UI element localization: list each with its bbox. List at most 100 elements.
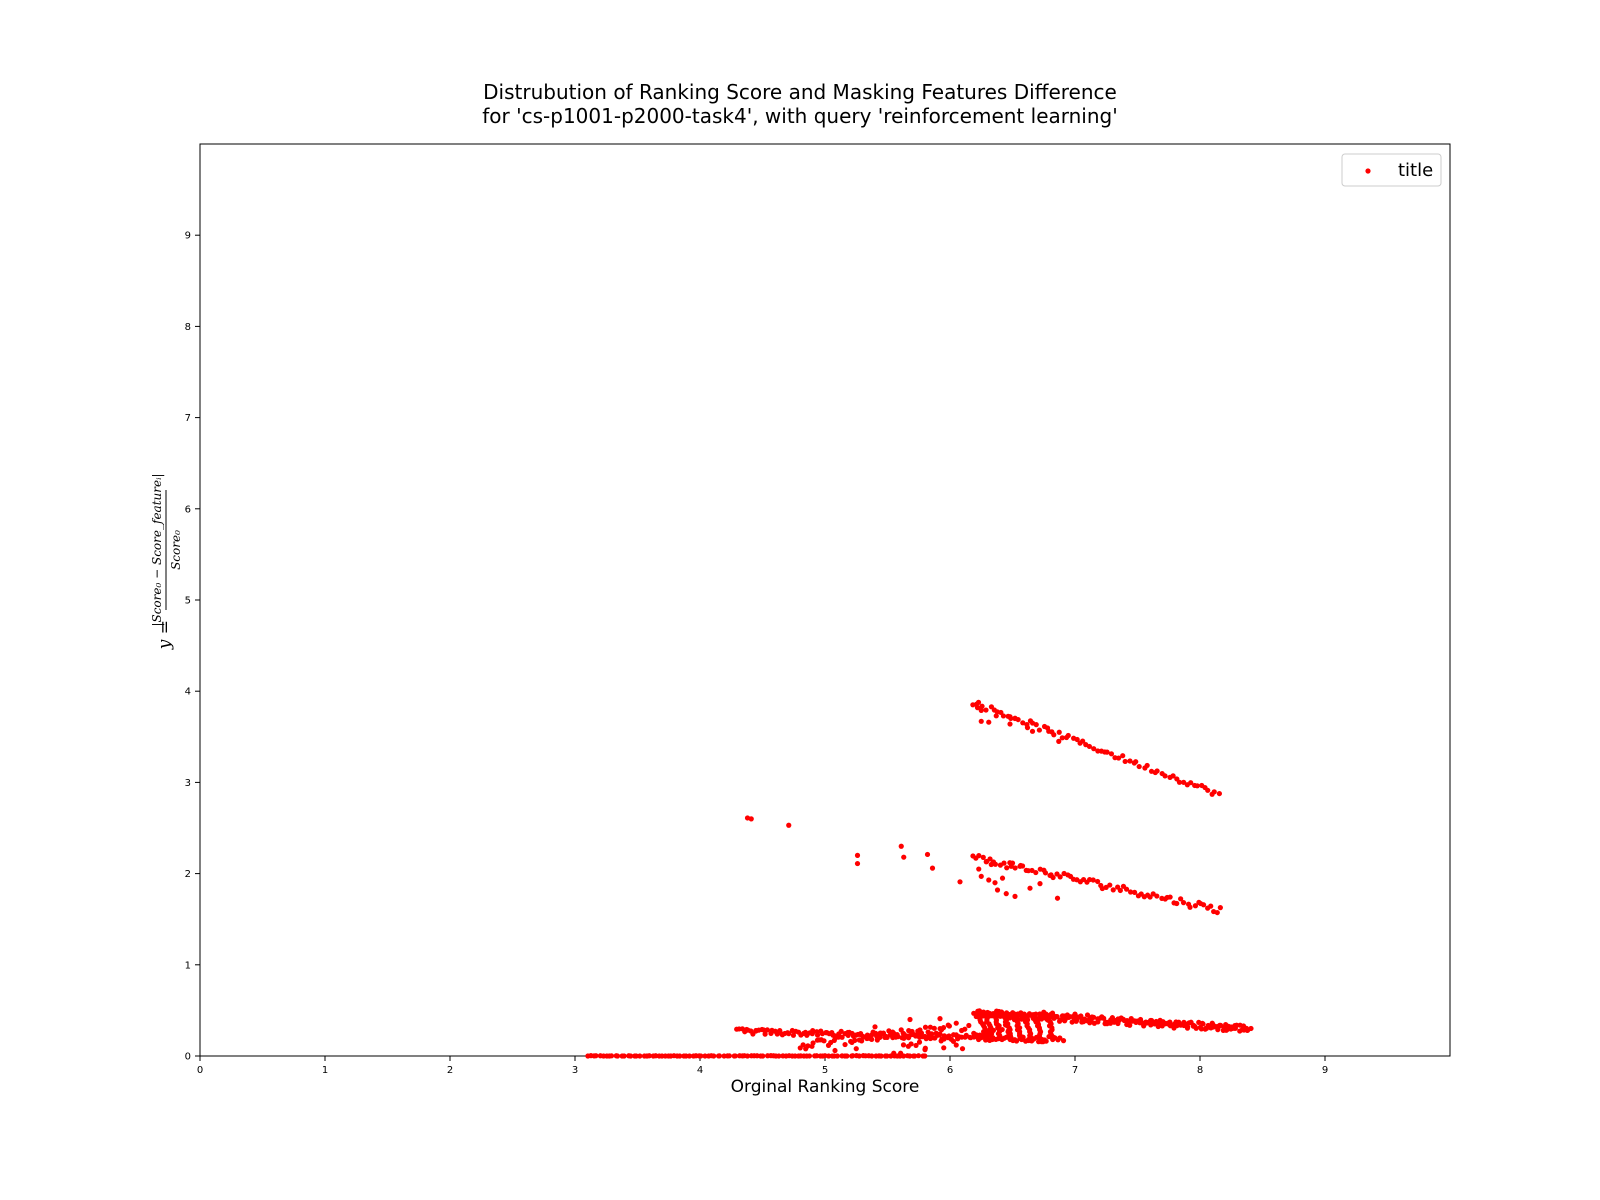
legend-marker xyxy=(1365,168,1371,174)
data-point xyxy=(1174,900,1180,907)
data-point xyxy=(1065,732,1071,739)
data-point xyxy=(726,1053,732,1059)
data-point xyxy=(760,1053,766,1059)
data-point xyxy=(1024,725,1031,731)
data-point xyxy=(878,1053,884,1059)
data-point xyxy=(1090,877,1096,883)
y-tick-label: 7 xyxy=(185,413,191,424)
y-tick-label: 0 xyxy=(185,1052,191,1063)
data-point xyxy=(978,707,984,713)
data-point xyxy=(1086,743,1093,750)
data-point xyxy=(1046,728,1052,734)
data-point xyxy=(844,1053,850,1059)
data-point xyxy=(1056,729,1062,735)
data-point xyxy=(922,1047,928,1053)
data-point xyxy=(853,1046,859,1052)
data-point xyxy=(859,1038,865,1044)
data-point xyxy=(800,1042,806,1048)
data-point xyxy=(1033,1011,1039,1017)
data-point xyxy=(884,1053,890,1059)
data-point xyxy=(1007,721,1013,727)
data-point xyxy=(1059,735,1065,741)
scatter-points xyxy=(585,699,1254,1059)
legend-box xyxy=(1341,153,1442,187)
data-point xyxy=(979,703,985,709)
data-point xyxy=(1057,1035,1063,1041)
data-point xyxy=(1136,763,1142,770)
data-point xyxy=(966,1022,972,1029)
data-point xyxy=(900,1042,907,1048)
data-point xyxy=(1091,1014,1097,1020)
data-point xyxy=(922,1024,929,1030)
data-point xyxy=(761,1027,767,1033)
data-point xyxy=(1194,783,1200,789)
data-point xyxy=(1211,789,1217,795)
data-point xyxy=(1008,863,1014,869)
data-point xyxy=(1054,895,1061,901)
data-point xyxy=(762,1031,768,1037)
data-point xyxy=(1154,893,1160,899)
data-point xyxy=(1170,773,1176,779)
data-point xyxy=(976,866,982,872)
data-point xyxy=(1033,869,1039,876)
data-point xyxy=(1043,1038,1049,1044)
data-point xyxy=(1060,1038,1067,1044)
data-point xyxy=(1200,902,1207,908)
data-point xyxy=(976,853,982,859)
data-point xyxy=(1004,865,1010,871)
data-point xyxy=(901,854,907,860)
data-point xyxy=(1041,1009,1047,1015)
data-point xyxy=(1054,1014,1060,1020)
data-point xyxy=(992,861,998,867)
data-point xyxy=(1154,768,1160,774)
y-axis-label-denominator: Score₀ xyxy=(169,530,183,570)
data-point xyxy=(1095,748,1101,754)
data-point xyxy=(786,822,792,828)
data-point xyxy=(928,1035,934,1041)
data-point xyxy=(1208,903,1214,909)
data-point xyxy=(1127,1022,1133,1028)
data-point xyxy=(976,1011,982,1017)
x-tick-label: 2 xyxy=(447,1065,453,1076)
data-point xyxy=(975,699,982,705)
data-point xyxy=(646,1053,652,1059)
y-axis-label-numerator: |Score₀ − Score_featureᵢ| xyxy=(150,473,164,626)
data-point xyxy=(1108,751,1115,757)
data-point xyxy=(931,1025,937,1031)
data-point xyxy=(1192,903,1199,909)
data-point xyxy=(633,1053,639,1059)
data-point xyxy=(1248,1025,1254,1032)
data-point xyxy=(1216,790,1222,797)
data-point xyxy=(874,1037,880,1043)
data-point xyxy=(810,1028,816,1034)
x-tick-label: 9 xyxy=(1322,1065,1328,1076)
data-point xyxy=(941,1036,947,1042)
data-point xyxy=(941,1045,947,1051)
data-point xyxy=(698,1053,704,1059)
data-point xyxy=(898,1050,904,1056)
y-tick-label: 1 xyxy=(185,960,191,971)
data-point xyxy=(974,705,981,711)
data-point xyxy=(702,1053,708,1059)
data-point xyxy=(1187,904,1193,910)
data-point xyxy=(937,1016,943,1022)
data-point xyxy=(1091,746,1097,752)
data-point xyxy=(955,1036,961,1042)
data-point xyxy=(711,1053,717,1059)
data-point xyxy=(1123,886,1130,892)
x-tick-label: 4 xyxy=(697,1065,703,1076)
data-point xyxy=(1122,758,1128,765)
data-point xyxy=(1095,1019,1101,1025)
x-tick-label: 5 xyxy=(822,1065,828,1076)
data-point xyxy=(999,875,1006,881)
data-point xyxy=(1184,1025,1191,1031)
data-point xyxy=(790,1032,797,1038)
data-point xyxy=(913,1042,919,1049)
data-point xyxy=(927,1024,933,1030)
data-point xyxy=(953,1042,959,1048)
data-point xyxy=(810,1040,816,1046)
chart-title-line-2: for 'cs-p1001-p2000-task4', with query '… xyxy=(482,104,1117,128)
data-point xyxy=(945,1035,951,1041)
data-point xyxy=(977,1032,983,1038)
data-point xyxy=(904,1034,910,1040)
